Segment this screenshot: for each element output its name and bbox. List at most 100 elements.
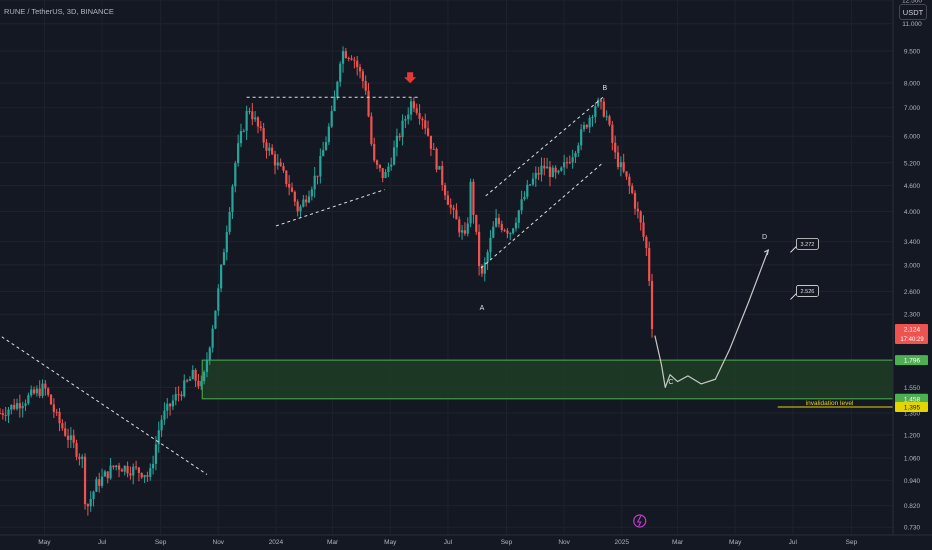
candle-body (327, 126, 330, 143)
candle-body (129, 473, 132, 476)
candle-body (585, 124, 588, 128)
price-label-tag (895, 323, 928, 344)
candle-body (390, 164, 393, 167)
candle-body (214, 310, 217, 329)
candle-body (132, 466, 135, 476)
candle-body (194, 369, 197, 381)
projection-arrowhead (763, 248, 770, 256)
time-tick-label: Sep (501, 539, 513, 546)
candle-body (95, 479, 98, 492)
price-tick-label: 9.500 (904, 48, 921, 55)
candle-body (418, 113, 421, 119)
candle-body (171, 400, 175, 407)
candle-body (336, 81, 339, 97)
price-axis (893, 0, 932, 550)
candle-body (483, 262, 486, 274)
candle-body (13, 404, 16, 409)
candle-body (307, 196, 311, 203)
candle-body (288, 183, 291, 188)
candle-body (100, 476, 104, 486)
price-tick-label: 2.300 (904, 312, 921, 319)
candle-body (251, 111, 254, 120)
candle-body (472, 181, 475, 215)
downtrend-line (0, 334, 208, 475)
price-tick-label: 6.000 (904, 134, 921, 141)
candle-body (115, 465, 118, 468)
candle-body (285, 170, 288, 184)
candle-body (151, 463, 155, 469)
candle-body (384, 171, 387, 179)
candle-body (239, 131, 243, 144)
currency-button[interactable]: USDT (899, 4, 927, 20)
candle-body (186, 380, 189, 382)
time-tick-label: May (38, 539, 51, 546)
candle-body (32, 389, 36, 394)
candle-body (89, 498, 92, 507)
symbol-label: RUNE / TetherUS, 3D, BINANCE (4, 7, 114, 16)
candle-body (109, 465, 112, 479)
candle-body (636, 208, 639, 212)
candle-body (160, 419, 163, 431)
candle-body (574, 152, 577, 158)
candle-body (495, 217, 498, 227)
candle-body (475, 214, 478, 232)
candle-body (322, 150, 325, 157)
candle-body (611, 124, 614, 143)
candle-body (438, 166, 441, 170)
candle-body (563, 162, 566, 168)
candle-body (279, 162, 282, 166)
candle-body (7, 409, 10, 416)
price-tick-label: 3.400 (904, 239, 921, 246)
candle-body (356, 60, 359, 68)
candle-body (407, 114, 410, 120)
candle-body (180, 394, 183, 397)
candle-body (409, 101, 413, 115)
candle-body (174, 394, 177, 401)
candle-body (333, 96, 336, 112)
candle-body (254, 117, 257, 120)
candle-body (217, 288, 220, 311)
support-zone (201, 359, 894, 400)
time-tick-label: Mar (327, 539, 339, 546)
candle-body (245, 111, 248, 131)
invalidation-label: invalidation level (806, 400, 854, 407)
candle-body (441, 166, 444, 186)
candle-body (290, 187, 294, 192)
candle-body (619, 162, 622, 168)
candle-body (531, 178, 535, 185)
candle-body (123, 465, 126, 472)
candle-body (225, 232, 228, 253)
price-label-value: 1.796 (904, 358, 921, 365)
candle-body (222, 252, 226, 265)
candle-body (534, 172, 537, 179)
price-tick-label: 0.820 (904, 503, 921, 510)
candle-body (27, 395, 30, 404)
candle-body (319, 156, 322, 177)
time-tick-label: Sep (155, 539, 167, 546)
price-tick-label: 0.730 (904, 525, 921, 532)
wave-label-d: D (762, 234, 767, 241)
down-arrow-icon (404, 72, 417, 84)
candle-body (446, 195, 450, 205)
candle-body (296, 201, 299, 212)
wave-label-a: A (480, 305, 485, 312)
time-tick-label: Jul (98, 539, 107, 546)
candle-body (381, 168, 384, 179)
price-tick-label: 1.350 (904, 411, 921, 418)
price-tick-label: 4.600 (904, 183, 921, 190)
candle-body (631, 185, 634, 193)
candle-body (478, 231, 481, 267)
projection-path (654, 249, 769, 389)
candle-body (554, 167, 557, 173)
time-tick-label: Jul (444, 539, 453, 546)
candle-body (15, 403, 19, 409)
candle-body (203, 371, 206, 382)
candle-body (316, 175, 319, 177)
candle-body (364, 80, 367, 91)
candle-body (265, 142, 268, 151)
candle-body (140, 472, 143, 478)
candle-body (163, 410, 166, 420)
candle-body (200, 381, 203, 387)
time-tick-label: 2024 (269, 539, 284, 546)
